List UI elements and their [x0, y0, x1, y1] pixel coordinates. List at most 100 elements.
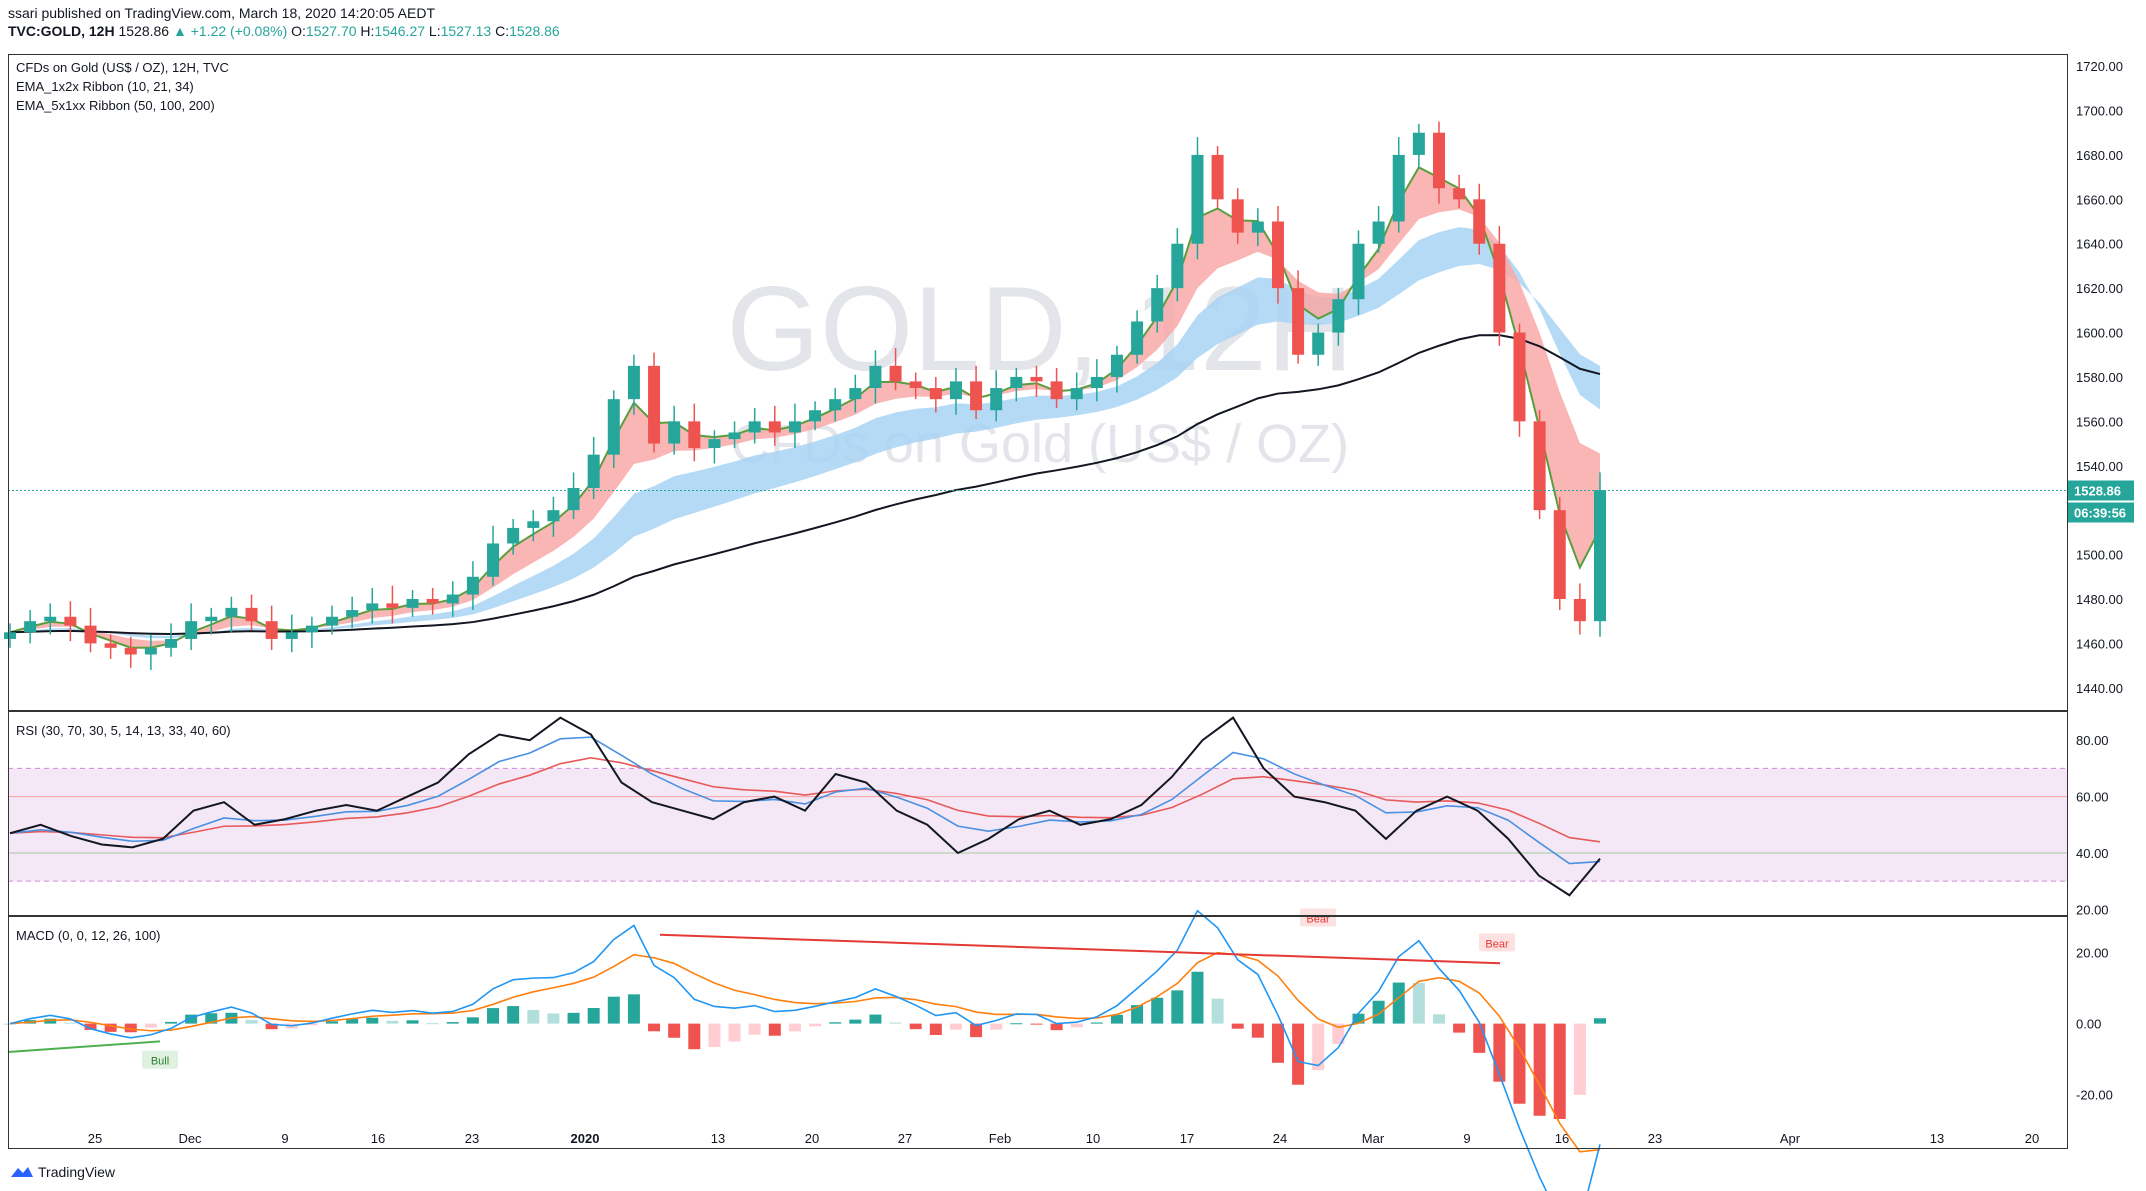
- legend-ema-fast[interactable]: EMA_1x2x Ribbon (10, 21, 34): [16, 79, 194, 94]
- macd-histogram-bar: [1211, 998, 1224, 1024]
- macd-histogram-bar: [426, 1023, 439, 1025]
- legend-ema-slow[interactable]: EMA_5x1xx Ribbon (50, 100, 200): [16, 98, 215, 113]
- macd-histogram-bar: [84, 1023, 97, 1030]
- candle-body: [748, 421, 761, 433]
- x-tick-label: Mar: [1362, 1131, 1385, 1146]
- symbol-ohlc-line: TVC:GOLD, 12H 1528.86 ▲ +1.22 (+0.08%) O…: [8, 23, 560, 39]
- macd-histogram-bar: [1453, 1023, 1466, 1033]
- macd-histogram-bar: [44, 1018, 57, 1024]
- rsi-panel[interactable]: [8, 711, 2068, 916]
- main-y-tick: 1480.00: [2076, 592, 2123, 607]
- candle-body: [225, 607, 238, 617]
- macd-histogram-bar: [406, 1020, 419, 1024]
- candle-body: [185, 621, 198, 639]
- macd-histogram-bar: [1231, 1023, 1244, 1029]
- macd-histogram-bar: [668, 1023, 681, 1038]
- x-tick-label: 16: [371, 1131, 385, 1146]
- x-tick-label: 9: [281, 1131, 288, 1146]
- legend-symbol[interactable]: CFDs on Gold (US$ / OZ), 12H, TVC: [16, 60, 229, 75]
- main-y-tick: 1440.00: [2076, 681, 2123, 696]
- macd-histogram-bar: [466, 1017, 479, 1024]
- candle-body: [104, 643, 117, 648]
- macd-histogram-bar: [326, 1021, 339, 1024]
- macd-histogram-bar: [1573, 1023, 1586, 1095]
- macd-panel[interactable]: [8, 916, 2068, 1149]
- candle-body: [165, 638, 178, 648]
- bear-divergence-line: [659, 933, 1501, 965]
- tradingview-brand[interactable]: TradingView: [10, 1164, 115, 1180]
- macd-histogram-bar: [165, 1021, 178, 1024]
- macd-line: [9, 909, 1601, 1191]
- x-tick-label: 13: [711, 1131, 725, 1146]
- macd-histogram-bar: [1332, 1023, 1345, 1045]
- main-y-tick: 1680.00: [2076, 148, 2123, 163]
- macd-histogram-bar: [1050, 1023, 1063, 1031]
- x-tick-label: 16: [1555, 1131, 1569, 1146]
- candle-body: [1553, 510, 1566, 599]
- candle-body: [446, 594, 459, 604]
- rsi-legend[interactable]: RSI (30, 70, 30, 5, 14, 13, 33, 40, 60): [16, 723, 231, 738]
- x-tick-label: Feb: [989, 1131, 1011, 1146]
- macd-histogram-bar: [144, 1023, 157, 1028]
- macd-histogram-bar: [1251, 1023, 1264, 1038]
- macd-histogram-bar: [648, 1023, 661, 1032]
- x-tick-label: Dec: [178, 1131, 202, 1146]
- candle-body: [1292, 288, 1305, 355]
- macd-histogram-bar: [1131, 1005, 1144, 1024]
- candle-body: [487, 543, 500, 577]
- candle-body: [305, 625, 318, 633]
- macd-signal-line: [9, 951, 1601, 1153]
- main-y-tick: 1560.00: [2076, 414, 2123, 429]
- x-tick-label: 13: [1930, 1131, 1944, 1146]
- macd-histogram-bar: [970, 1023, 983, 1038]
- candle-body: [1453, 188, 1466, 200]
- macd-histogram-bar: [124, 1023, 137, 1033]
- candle-body: [728, 432, 741, 440]
- macd-histogram-bar: [748, 1023, 761, 1035]
- candle-body: [688, 421, 701, 448]
- candle-body: [366, 603, 379, 611]
- main-price-panel[interactable]: [8, 54, 2068, 711]
- macd-histogram-bar: [1030, 1023, 1043, 1025]
- macd-legend[interactable]: MACD (0, 0, 12, 26, 100): [16, 928, 161, 943]
- candle-body: [1473, 199, 1486, 244]
- candle-body: [1271, 221, 1284, 289]
- macd-y-tick: 20.00: [2076, 946, 2109, 961]
- main-legend: CFDs on Gold (US$ / OZ), 12H, TVC EMA_1x…: [16, 58, 229, 115]
- macd-histogram-bar: [1191, 971, 1204, 1024]
- main-y-tick: 1540.00: [2076, 459, 2123, 474]
- macd-histogram-bar: [1292, 1023, 1305, 1085]
- candle-body: [1070, 388, 1083, 400]
- x-tick-label: Apr: [1780, 1131, 1801, 1146]
- macd-histogram-bar: [1533, 1023, 1546, 1116]
- macd-histogram-bar: [366, 1017, 379, 1024]
- candle-body: [1151, 288, 1164, 322]
- macd-histogram-bar: [245, 1020, 258, 1024]
- macd-histogram-bar: [1412, 982, 1425, 1024]
- x-tick-label: 25: [88, 1131, 102, 1146]
- candle-body: [829, 399, 842, 411]
- publish-info: ssari published on TradingView.com, Marc…: [8, 5, 435, 21]
- main-y-tick: 1620.00: [2076, 281, 2123, 296]
- rsi-y-tick: 20.00: [2076, 902, 2109, 917]
- candle-body: [1493, 243, 1506, 333]
- macd-histogram-bar: [929, 1023, 942, 1036]
- macd-histogram-bar: [889, 1022, 902, 1024]
- open-value: 1527.70: [305, 23, 357, 39]
- rsi-line: [9, 716, 1601, 897]
- candle-body: [909, 381, 922, 389]
- macd-histogram-bar: [547, 1013, 560, 1024]
- x-tick-label: 20: [805, 1131, 819, 1146]
- candle-body: [527, 521, 540, 528]
- candle-body: [1432, 132, 1445, 189]
- candle-body: [285, 632, 298, 639]
- high-value: 1546.27: [374, 23, 426, 39]
- candle-body: [708, 439, 721, 448]
- candle-body: [970, 381, 983, 411]
- macd-histogram-bar: [205, 1013, 218, 1024]
- macd-histogram-bar: [104, 1023, 117, 1032]
- macd-histogram-bar: [1271, 1023, 1284, 1063]
- macd-histogram-bar: [627, 994, 640, 1024]
- main-y-tick: 1720.00: [2076, 59, 2123, 74]
